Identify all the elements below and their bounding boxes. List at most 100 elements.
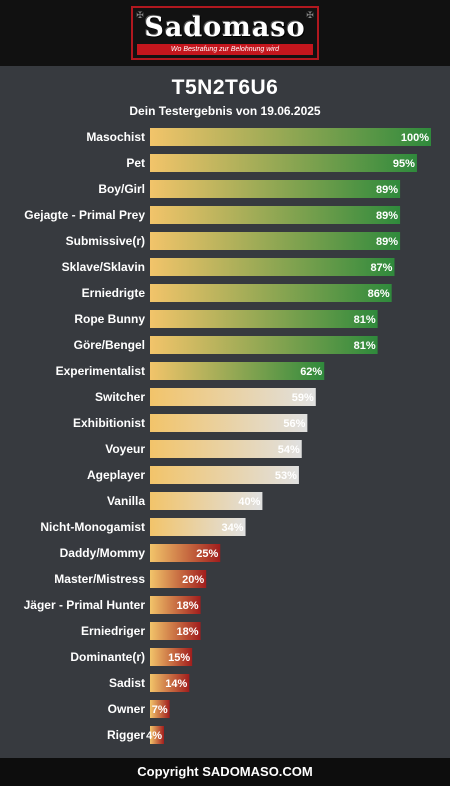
category-label: Dominante(r) (70, 650, 145, 664)
bar (150, 206, 401, 224)
logo-tagline: Wo Bestrafung zur Belohnung wird (170, 46, 280, 53)
category-label: Submissive(r) (66, 234, 145, 248)
category-label: Experimentalist (56, 364, 145, 378)
bar (150, 154, 417, 172)
value-label: 20% (182, 574, 204, 586)
category-label: Erniedriger (81, 624, 145, 638)
bar (150, 258, 395, 276)
logo-corner-ornament-icon: ✠ (136, 10, 144, 20)
category-label: Voyeur (105, 442, 145, 456)
sadomaso-logo[interactable]: ✠ ✠ Sadomaso Wo Bestrafung zur Belohnung… (131, 6, 319, 60)
category-label: Rigger (107, 728, 145, 742)
category-label: Göre/Bengel (74, 338, 145, 352)
value-label: 89% (376, 236, 398, 248)
copyright-text: Copyright SADOMASO.COM (137, 764, 313, 779)
value-label: 62% (300, 366, 322, 378)
bar (150, 622, 201, 640)
bar (150, 284, 392, 302)
bar (150, 492, 263, 510)
bar (150, 726, 164, 744)
value-label: 89% (376, 184, 398, 196)
value-label: 100% (401, 132, 429, 144)
bar (150, 362, 325, 380)
bar-row: Rigger 4% (107, 726, 164, 744)
bar-row: Sklave/Sklavin 87% (62, 258, 395, 276)
bar-row: Erniedriger 18% (81, 622, 201, 640)
bar-row: Pet 95% (126, 154, 417, 172)
logo-tagline-band: Wo Bestrafung zur Belohnung wird (137, 44, 313, 55)
value-label: 18% (177, 626, 199, 638)
result-bar-chart: Masochist 100%Pet 95%Boy/Girl 89%Gejagte - … (24, 128, 431, 744)
bar-row: Gejagte - Primal Prey 89% (24, 206, 401, 224)
bar (150, 570, 207, 588)
value-label: 7% (152, 704, 168, 716)
bar-row: Owner 7% (108, 700, 170, 718)
value-label: 15% (168, 652, 190, 664)
value-label: 34% (222, 522, 244, 534)
bar (150, 518, 246, 536)
bar (150, 674, 190, 692)
bar-row: Daddy/Mommy 25% (60, 544, 221, 562)
bar (150, 388, 316, 406)
category-label: Sklave/Sklavin (62, 260, 145, 274)
bar-row: Submissive(r) 89% (66, 232, 401, 250)
category-label: Switcher (95, 390, 145, 404)
bar-row: Sadist 14% (109, 674, 190, 692)
bar-row: Experimentalist 62% (56, 362, 325, 380)
bar-row: Exhibitionist 56% (73, 414, 308, 432)
result-date-subtitle: Dein Testergebnis von 19.06.2025 (129, 104, 321, 118)
category-label: Gejagte - Primal Prey (24, 208, 145, 222)
category-label: Erniedrigte (82, 286, 146, 300)
value-label: 59% (292, 392, 314, 404)
site-header: ✠ ✠ Sadomaso Wo Bestrafung zur Belohnung… (0, 0, 450, 66)
category-label: Boy/Girl (98, 182, 145, 196)
bar-row: Boy/Girl 89% (98, 180, 401, 198)
value-label: 86% (368, 288, 390, 300)
bar (150, 466, 299, 484)
value-label: 89% (376, 210, 398, 222)
category-label: Ageplayer (87, 468, 145, 482)
bar (150, 414, 308, 432)
category-label: Nicht-Monogamist (40, 520, 145, 534)
bar-row: Ageplayer 53% (87, 466, 299, 484)
bar (150, 700, 170, 718)
logo-corner-ornament-icon: ✠ (306, 10, 314, 20)
bar (150, 544, 221, 562)
bar (150, 232, 401, 250)
bar (150, 648, 193, 666)
bar-row: Jäger - Primal Hunter 18% (24, 596, 201, 614)
category-label: Jäger - Primal Hunter (24, 598, 146, 612)
value-label: 87% (370, 262, 392, 274)
bar-row: Master/Mistress 20% (54, 570, 207, 588)
category-label: Daddy/Mommy (60, 546, 146, 560)
bar-row: Dominante(r) 15% (70, 648, 193, 666)
value-label: 4% (146, 730, 162, 742)
bar (150, 596, 201, 614)
value-label: 25% (196, 548, 218, 560)
result-code-title: T5N2T6U6 (171, 76, 279, 99)
category-label: Pet (126, 156, 145, 170)
logo-wordmark: Sadomaso (144, 12, 306, 43)
category-label: Master/Mistress (54, 572, 145, 586)
value-label: 95% (393, 158, 415, 170)
bar-row: Switcher 59% (95, 388, 316, 406)
value-label: 81% (354, 340, 376, 352)
bar (150, 310, 378, 328)
category-label: Rope Bunny (74, 312, 145, 326)
value-label: 53% (275, 470, 297, 482)
bar (150, 180, 401, 198)
bar-row: Masochist 100% (86, 128, 431, 146)
bar-row: Voyeur 54% (105, 440, 302, 458)
category-label: Owner (108, 702, 146, 716)
bar (150, 336, 378, 354)
bar-row: Rope Bunny 81% (74, 310, 378, 328)
bar (150, 440, 302, 458)
value-label: 56% (283, 418, 305, 430)
value-label: 54% (278, 444, 300, 456)
bar-row: Vanilla 40% (107, 492, 263, 510)
value-label: 18% (177, 600, 199, 612)
value-label: 14% (165, 678, 187, 690)
bar-row: Erniedrigte 86% (82, 284, 392, 302)
category-label: Sadist (109, 676, 145, 690)
site-footer: Copyright SADOMASO.COM (0, 758, 450, 786)
